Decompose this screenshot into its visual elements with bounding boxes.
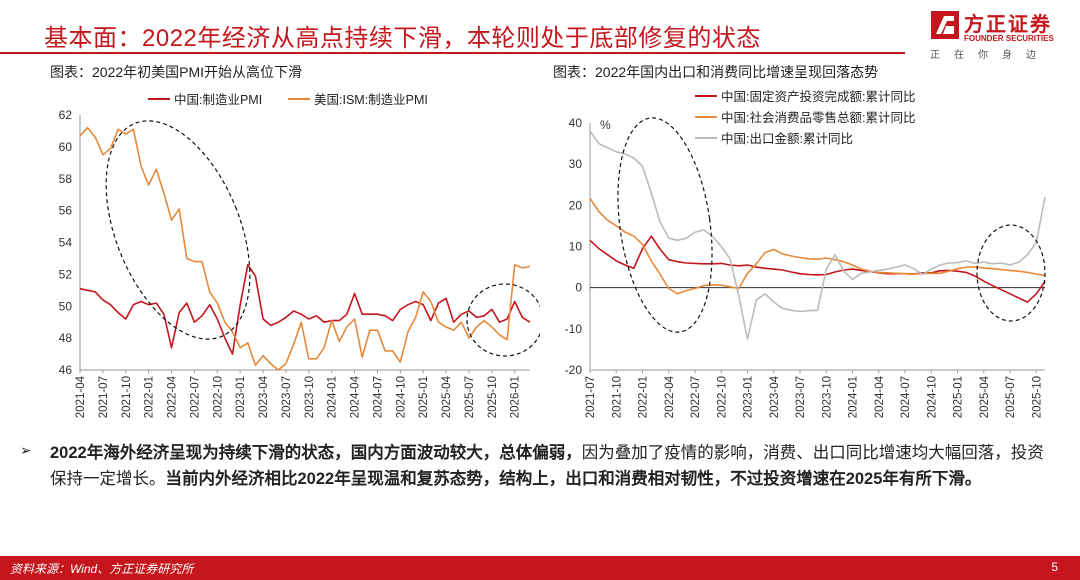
chart2-x-tick-label: 2024-04 [874,375,886,418]
chart2-highlight-ellipse-1 [976,224,1046,322]
summary-normal-1: 因为叠加了疫情的影响，消费、出口同比增速均大幅回落，投资保持一定增长。 [50,444,1044,488]
bullet-arrow-icon: ➢ [20,442,32,458]
chart1-y-tick-label: 52 [59,267,73,281]
chart1-x-tick-label: 2022-04 [167,375,179,418]
chart2-highlight-ellipse-0 [617,117,713,333]
chart2-x-tick-label: 2024-01 [848,376,860,418]
founder-logo-icon [931,11,959,39]
chart2-x-tick-label: 2023-10 [821,376,833,418]
footer-source: 资料来源：Wind、方正证券研究所 [10,562,194,576]
chart2-legend-label-export: 中国:出口金额:累计同比 [721,132,853,146]
chart2-x-tick-label: 2022-10 [716,376,728,418]
summary-bold-1: 2022年海外经济呈现为持续下滑的状态，国内方面波动较大，总体偏弱， [50,444,582,462]
chart2-x-tick-label: 2023-07 [795,376,807,418]
chart1-x-tick-label: 2022-01 [144,376,156,418]
chart2-series-line-0 [589,235,1046,303]
chart2-x-tick-label: 2022-01 [638,376,650,418]
chart1-series-line-0 [79,264,531,355]
chart2-y-tick-label: 0 [575,281,582,295]
chart2-y-tick-label: 20 [569,198,583,212]
chart1-x-tick-label: 2021-07 [98,376,110,418]
chart1-x-tick-label: 2023-04 [258,375,270,418]
chart1-y-tick-label: 46 [59,363,73,377]
chart1-y-tick-label: 48 [59,331,73,345]
chart2-x-tick-label: 2023-01 [743,376,755,418]
chart2-plot: -20 -10 0 10 20 30 40 2021-07 2021-10 2022-01 2022… [565,116,1046,418]
chart2-y-tick-label: 10 [569,240,583,254]
chart1-x-tick-label: 2023-07 [281,376,293,418]
chart2-x-tick-label: 2021-07 [585,376,597,418]
chart1-highlight-ellipse-1 [466,283,540,357]
chart2-legend-swatch-export [695,136,717,139]
chart1-y-tick-label: 50 [59,299,73,313]
chart2-x-tick-label: 2025-04 [979,375,991,418]
chart1-x-tick-label: 2023-01 [235,376,247,418]
chart1-x-tick-label: 2025-10 [487,376,499,418]
chart1-y-tick-label: 58 [59,172,73,186]
chart1-y-tick-label: 60 [59,140,73,154]
brand-logo: 方正证券 FOUNDER SECURITIES 正在你身边 [930,6,1070,64]
slide-title: 基本面：2022年经济从高点持续下滑，本轮则处于底部修复的状态 [44,25,761,52]
brand-name-en: FOUNDER SECURITIES [964,34,1054,43]
chart1-legend-china: 中国:制造业PMI [148,89,262,108]
chart2-legend-fai: 中国:固定资产投资完成额:累计同比 [695,86,915,105]
chart1-x-tick-label: 2022-07 [189,376,201,418]
chart1-highlight-ellipse-0 [105,120,251,340]
chart2-legend-label-retail: 中国:社会消费品零售总额:累计同比 [721,111,916,125]
chart1-legend-label-china: 中国:制造业PMI [174,93,263,107]
chart2-x-tick-label: 2024-07 [900,376,912,418]
chart1-x-tick-label: 2023-10 [304,376,316,418]
chart1-x-tick-label: 2021-04 [75,375,87,418]
summary-text: 2022年海外经济呈现为持续下滑的状态，国内方面波动较大，总体偏弱，因为叠加了疫… [50,440,1060,492]
chart1-x-tick-label: 2025-04 [441,375,453,418]
chart2-x-tick-label: 2025-10 [1031,376,1043,418]
chart2-y-tick-label: -10 [565,322,583,336]
chart2-y-unit-label: % [600,118,611,132]
brand-slogan: 正在你身边 [930,50,1050,61]
chart2-caption: 图表：2022年国内出口和消费同比增速呈现回落态势 [553,64,879,80]
chart2-x-tick-label: 2025-07 [1005,376,1017,418]
chart2-y-tick-label: 30 [569,157,583,171]
chart2-y-tick-label: 40 [569,116,583,130]
summary-bold-2: 当前内外经济相比2022年呈现温和复苏态势，结构上，出口和消费相对韧性，不过投资… [165,470,982,488]
title-rule [0,52,905,54]
chart2-x-tick-label: 2023-04 [769,375,781,418]
chart2-x-tick-label: 2024-10 [926,376,938,418]
chart2-x-tick-label: 2021-10 [611,376,623,418]
footer-bar: 资料来源：Wind、方正证券研究所 5 [0,556,1080,580]
chart2-y-tick-label: -20 [565,363,583,377]
chart2-legend-swatch-retail [695,115,717,118]
page-number: 5 [1051,560,1058,574]
chart2-series-line-2 [589,130,1046,340]
chart1-x-tick-label: 2025-01 [418,376,430,418]
chart1-x-tick-label: 2026-01 [510,376,522,418]
chart1-y-tick-label: 56 [59,204,73,218]
chart1-x-tick-label: 2022-10 [212,376,224,418]
chart2-legend-swatch-fai [695,94,717,97]
chart1-x-tick-label: 2024-04 [350,375,362,418]
chart1-caption: 图表：2022年初美国PMI开始从高位下滑 [50,64,303,80]
chart1-plot: 46 48 50 52 54 56 58 60 62 2021-04 2021-07 2021-10 2… [59,108,540,418]
chart1-legend-swatch-china [148,97,170,100]
chart1-y-tick-label: 62 [59,108,73,122]
chart2-legend-export: 中国:出口金额:累计同比 [695,128,853,147]
chart1-x-tick-label: 2021-10 [121,376,133,418]
chart2-x-tick-label: 2022-04 [664,375,676,418]
chart2-x-tick-label: 2025-01 [953,376,965,418]
brand-name-cn: 方正证券 [964,14,1052,36]
chart1-y-tick-label: 54 [59,236,73,250]
chart1-series-line-1 [79,126,531,371]
chart2-x-tick-label: 2022-07 [690,376,702,418]
chart1-legend-us: 美国:ISM:制造业PMI [288,89,428,108]
chart1-legend-label-us: 美国:ISM:制造业PMI [314,93,428,107]
chart2-legend-retail: 中国:社会消费品零售总额:累计同比 [695,107,915,126]
chart2-series-line-1 [589,197,1046,295]
chart2-legend-label-fai: 中国:固定资产投资完成额:累计同比 [721,90,916,104]
chart1-x-tick-label: 2024-07 [372,376,384,418]
chart1-x-tick-label: 2024-01 [327,376,339,418]
chart1-x-tick-label: 2025-07 [464,376,476,418]
chart1-x-tick-label: 2024-10 [395,376,407,418]
chart1-legend-swatch-us [288,97,310,100]
